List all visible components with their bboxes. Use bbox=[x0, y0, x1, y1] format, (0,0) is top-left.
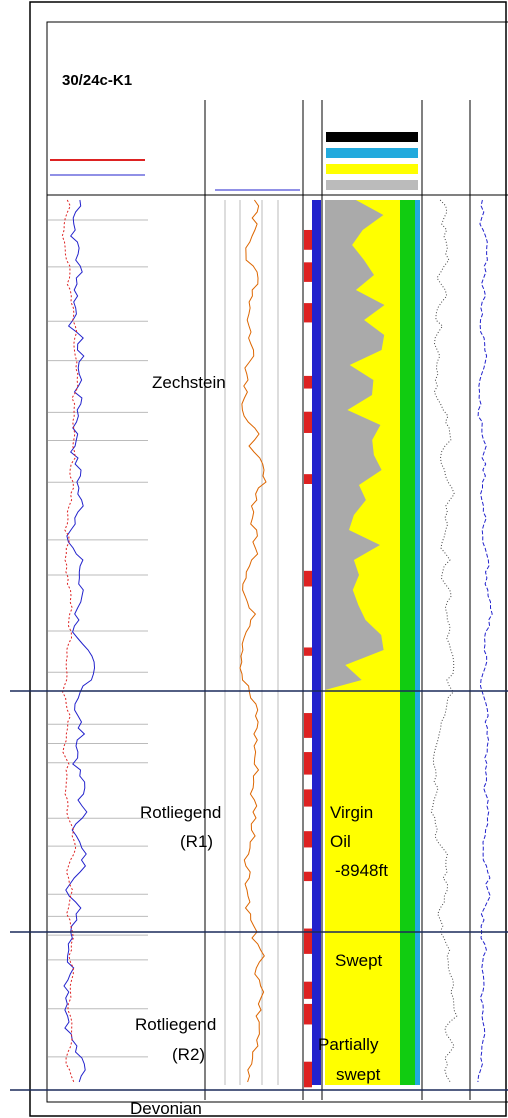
inner-frame bbox=[46, 21, 508, 1103]
litho-block bbox=[304, 570, 312, 587]
log-curve bbox=[63, 199, 96, 1083]
litho-block bbox=[304, 375, 312, 389]
log-curve bbox=[239, 199, 267, 1083]
litho-block bbox=[304, 981, 312, 999]
litho-block bbox=[304, 474, 312, 484]
litho-block bbox=[304, 1003, 312, 1025]
zone-lines bbox=[10, 690, 508, 1091]
annotation: Oil bbox=[330, 832, 351, 851]
log-tracks bbox=[10, 1, 508, 1117]
litho-block bbox=[304, 205, 312, 218]
log-curve bbox=[430, 199, 458, 1083]
litho-block bbox=[304, 1061, 312, 1088]
zone-label: (R2) bbox=[172, 1045, 205, 1064]
litho-block bbox=[304, 443, 312, 468]
litho-block bbox=[304, 752, 312, 775]
litho-block bbox=[304, 871, 312, 882]
well-title: 30/24c-K1 bbox=[62, 72, 132, 89]
litho-block bbox=[304, 713, 312, 738]
outer-frame bbox=[29, 1, 507, 1117]
litho-block bbox=[304, 928, 312, 954]
zone-label: Rotliegend bbox=[135, 1015, 216, 1034]
grid bbox=[48, 200, 279, 1085]
log-curve bbox=[477, 199, 493, 1083]
zone-label: Zechstein bbox=[152, 373, 226, 392]
zone-label: Rotliegend bbox=[140, 803, 221, 822]
litho-block bbox=[304, 610, 312, 621]
litho-block bbox=[304, 789, 312, 807]
zone-label: Devonian bbox=[130, 1099, 202, 1118]
header-swatch bbox=[326, 132, 418, 142]
litho-block bbox=[304, 674, 312, 692]
annotation: -8948ft bbox=[335, 861, 388, 880]
litho-block bbox=[304, 831, 312, 848]
litho-blocks bbox=[304, 205, 312, 1088]
litho-blue bbox=[312, 200, 321, 1085]
annotation: Swept bbox=[335, 951, 383, 970]
litho-block bbox=[304, 893, 312, 916]
track-borders bbox=[204, 100, 471, 1100]
litho-block bbox=[304, 341, 312, 351]
litho-block bbox=[304, 229, 312, 250]
header-swatch bbox=[326, 180, 418, 190]
log-curve bbox=[61, 199, 79, 1083]
annotation: swept bbox=[336, 1065, 381, 1084]
litho-block bbox=[304, 262, 312, 282]
zone-label: (R1) bbox=[180, 832, 213, 851]
litho-block bbox=[304, 303, 312, 323]
header-swatch bbox=[326, 164, 418, 174]
annotation: Partially bbox=[318, 1035, 379, 1054]
litho-block bbox=[304, 647, 312, 656]
labels: Zechstein Rotliegend (R1) Rotliegend (R2) Dev… bbox=[130, 373, 388, 1118]
header-swatch bbox=[326, 148, 418, 158]
litho-block bbox=[304, 411, 312, 433]
litho-block bbox=[304, 514, 312, 538]
litho-block bbox=[304, 544, 312, 561]
annotation: Virgin bbox=[330, 803, 373, 822]
litho-block bbox=[304, 955, 312, 965]
litho-block bbox=[304, 1026, 312, 1036]
fill-gray bbox=[325, 200, 385, 690]
